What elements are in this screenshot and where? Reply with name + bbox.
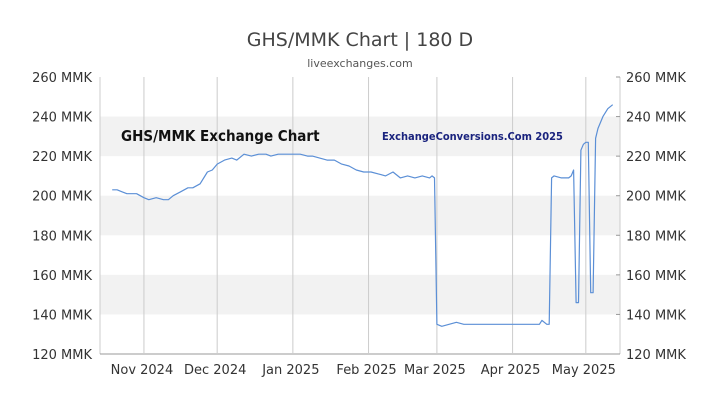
y-tick-label-left: 140 MMK	[32, 308, 92, 323]
y-axis-right: 120 MMK 140 MMK 160 MMK 180 MMK 200 MMK 220 M…	[626, 71, 686, 363]
chart-subtitle: liveexchanges.com	[307, 57, 412, 70]
x-tick-label: Jan 2025	[261, 363, 319, 378]
background-bands	[100, 116, 620, 315]
y-tick-label-left: 200 MMK	[32, 190, 92, 205]
grid-band	[100, 195, 620, 236]
x-tick-label: May 2025	[552, 363, 616, 378]
x-axis: Nov 2024 Dec 2024 Jan 2025 Feb 2025 Mar 2025…	[111, 363, 616, 378]
y-tick-label-left: 180 MMK	[32, 229, 92, 244]
y-tick-label-left: 160 MMK	[32, 269, 92, 284]
y-tick-label-right: 140 MMK	[626, 308, 686, 323]
x-tick-label: Apr 2025	[481, 363, 541, 378]
y-tick-label-right: 120 MMK	[626, 348, 686, 363]
y-tick-label-left: 260 MMK	[32, 71, 92, 86]
y-tick-label-right: 160 MMK	[626, 269, 686, 284]
x-tick-label: Mar 2025	[404, 363, 466, 378]
y-tick-label-right: 180 MMK	[626, 229, 686, 244]
y-tick-label-right: 200 MMK	[626, 190, 686, 205]
series-line	[112, 104, 614, 327]
y-axis-left: 120 MMK 140 MMK 160 MMK 180 MMK 200 MMK 220 M…	[32, 71, 92, 363]
grid-band	[100, 274, 620, 315]
y-tick-label-left: 220 MMK	[32, 150, 92, 165]
series-line-group	[112, 104, 614, 327]
y-tick-label-right: 260 MMK	[626, 71, 686, 86]
y-tick-label-right: 240 MMK	[626, 111, 686, 126]
watermark-left: GHS/MMK Exchange Chart	[121, 127, 320, 145]
y-tick-label-left: 240 MMK	[32, 111, 92, 126]
chart-title: GHS/MMK Chart | 180 D	[247, 29, 473, 51]
grid-band	[100, 116, 620, 157]
y-tick-label-right: 220 MMK	[626, 150, 686, 165]
x-tick-label: Nov 2024	[111, 363, 174, 378]
y-tick-label-left: 120 MMK	[32, 348, 92, 363]
x-tick-label: Feb 2025	[336, 363, 396, 378]
grid-lines	[99, 76, 621, 355]
watermark-right: ExchangeConversions.Com 2025	[382, 130, 563, 143]
x-tick-label: Dec 2024	[184, 363, 246, 378]
